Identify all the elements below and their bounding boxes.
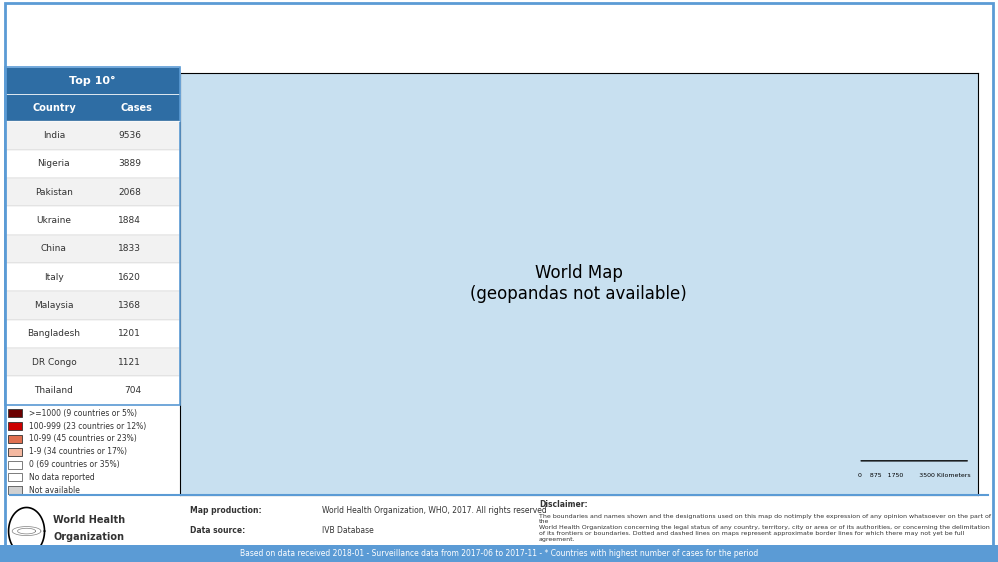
Text: 0 (69 countries or 35%): 0 (69 countries or 35%)	[30, 460, 120, 469]
Bar	[5, 291, 180, 320]
Text: 1620: 1620	[119, 273, 141, 282]
Bar	[5, 149, 180, 178]
Text: 9536: 9536	[118, 131, 141, 140]
Text: Country: Country	[32, 103, 76, 113]
Text: The boundaries and names shown and the designations used on this map do notimply: The boundaries and names shown and the d…	[539, 514, 991, 542]
Bar	[5, 67, 180, 94]
Text: 100-999 (23 countries or 12%): 100-999 (23 countries or 12%)	[30, 422, 147, 430]
Text: India: India	[43, 131, 65, 140]
Text: China: China	[41, 244, 67, 253]
Text: No data reported: No data reported	[30, 473, 95, 482]
Bar	[8, 460, 22, 469]
Bar	[5, 235, 180, 263]
Bar	[5, 320, 180, 348]
Bar	[5, 206, 180, 235]
Text: Disclaimer:: Disclaimer:	[539, 500, 588, 509]
Bar	[5, 94, 180, 121]
Text: World Health: World Health	[54, 515, 126, 525]
Bar	[8, 409, 22, 417]
Text: Nigeria: Nigeria	[38, 160, 70, 169]
Text: 10-99 (45 countries or 23%): 10-99 (45 countries or 23%)	[30, 434, 137, 443]
Bar	[5, 263, 180, 291]
Text: 0    875   1750        3500 Kilometers: 0 875 1750 3500 Kilometers	[858, 473, 970, 478]
Bar	[8, 422, 22, 430]
Text: Malaysia: Malaysia	[34, 301, 74, 310]
Bar	[5, 377, 180, 405]
Bar	[8, 448, 22, 456]
Bar	[8, 435, 22, 443]
Text: Thailand: Thailand	[35, 386, 73, 395]
Bar	[5, 178, 180, 206]
Text: IVB Database: IVB Database	[322, 525, 374, 535]
Text: 1368: 1368	[118, 301, 141, 310]
Text: 2068: 2068	[119, 188, 141, 197]
Text: 1884: 1884	[119, 216, 141, 225]
Text: Pakistan: Pakistan	[35, 188, 73, 197]
Text: Not available: Not available	[30, 486, 80, 495]
Text: Organization: Organization	[54, 532, 125, 542]
Text: 1201: 1201	[119, 329, 141, 338]
Text: DR Congo: DR Congo	[32, 357, 76, 366]
Text: 704: 704	[124, 386, 141, 395]
Text: 1833: 1833	[118, 244, 141, 253]
Text: Data source:: Data source:	[190, 525, 245, 535]
Text: World Health Organization, WHO, 2017. All rights reserved: World Health Organization, WHO, 2017. Al…	[322, 505, 547, 515]
Text: Ukraine: Ukraine	[36, 216, 72, 225]
Text: World Map
(geopandas not available): World Map (geopandas not available)	[470, 264, 688, 303]
Text: 1121: 1121	[119, 357, 141, 366]
Text: Map production:: Map production:	[190, 505, 261, 515]
Bar	[8, 473, 22, 482]
Text: >=1000 (9 countries or 5%): >=1000 (9 countries or 5%)	[30, 409, 138, 418]
Text: Italy: Italy	[44, 273, 64, 282]
Bar	[8, 486, 22, 495]
Text: 1-9 (34 countries or 17%): 1-9 (34 countries or 17%)	[30, 447, 128, 456]
Text: Cases: Cases	[120, 103, 152, 113]
Text: 3889: 3889	[118, 160, 141, 169]
Text: Based on data received 2018-01 - Surveillance data from 2017-06 to 2017-11 - * C: Based on data received 2018-01 - Surveil…	[240, 549, 758, 558]
Text: Bangladesh: Bangladesh	[27, 329, 81, 338]
Text: Top 10°: Top 10°	[69, 76, 116, 86]
Bar	[5, 121, 180, 149]
Bar	[5, 348, 180, 377]
Bar	[8, 486, 22, 495]
